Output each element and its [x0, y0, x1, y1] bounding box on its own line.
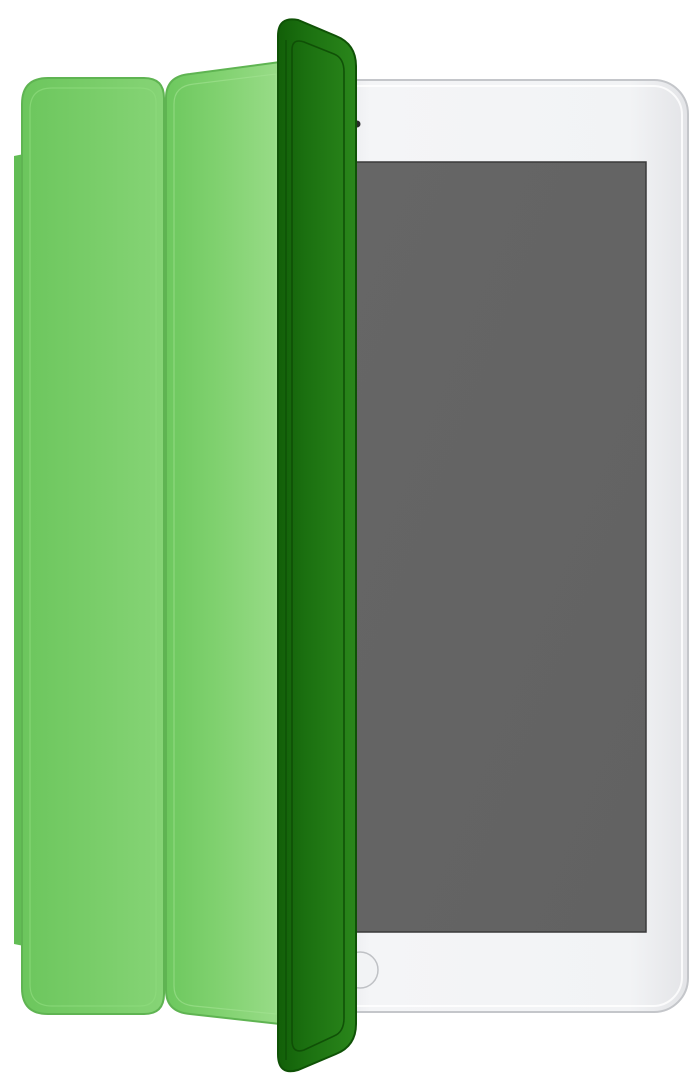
tablet	[299, 79, 689, 1013]
cover-dark-flap	[277, 18, 357, 1073]
tablet-screen	[339, 161, 647, 933]
cover-left-panel	[21, 77, 165, 1015]
cover-middle-panel	[165, 60, 281, 1026]
